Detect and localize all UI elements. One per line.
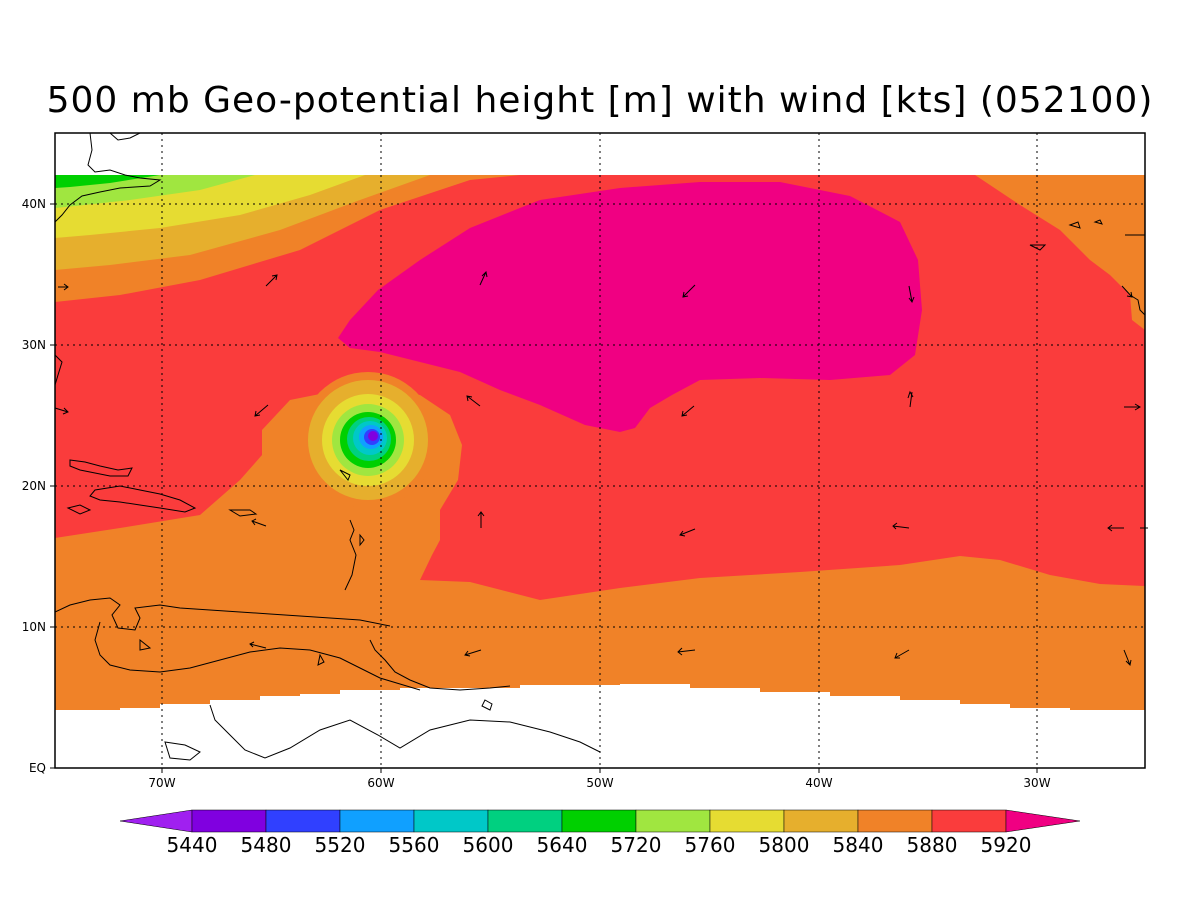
wind-arrow: [894, 649, 910, 659]
wind-arrow: [681, 405, 695, 417]
colorbar-swatch: [339, 809, 415, 833]
wind-arrow: [892, 522, 910, 530]
lat-labels: EQ 10N 20N 30N 40N: [22, 197, 46, 775]
colorbar-swatch: [783, 809, 859, 833]
colorbar-label: 5600: [463, 833, 514, 857]
wind-arrow: [251, 518, 267, 527]
colorbar-swatch: [191, 809, 267, 833]
contour-5640: [55, 175, 160, 188]
wind-arrow: [466, 395, 481, 407]
lat-ticks: [50, 203, 1038, 773]
colorbar-label: 5560: [389, 833, 440, 857]
colorbar-label: 5520: [315, 833, 366, 857]
colorbar-swatch: [635, 809, 711, 833]
wind-arrow: [479, 270, 488, 286]
colorbar-label: 5640: [537, 833, 588, 857]
colorbar-swatch: [931, 809, 1007, 833]
wind-arrow: [58, 283, 69, 291]
wind-arrow: [908, 285, 915, 304]
lon-labels: 70W 60W 50W 40W 30W: [148, 776, 1050, 790]
contour-5920: [338, 182, 922, 432]
wind-arrow: [254, 404, 269, 417]
colorbar-swatch: [487, 809, 563, 833]
lon-label: 60W: [367, 776, 394, 790]
wind-vectors: [54, 270, 1148, 667]
colorbar-swatch: [709, 809, 785, 833]
lon-label: 40W: [805, 776, 832, 790]
colorbar-label: 5800: [759, 833, 810, 857]
colorbar-labels: 5440 5480 5520 5560 5600 5640 5720 5760 …: [167, 833, 1032, 857]
wind-arrow: [1124, 403, 1141, 411]
colorbar-label: 5720: [611, 833, 662, 857]
colorbar-label: 5920: [981, 833, 1032, 857]
colorbar-label: 5760: [685, 833, 736, 857]
colorbar: [119, 809, 1081, 833]
colorbar-label: 5840: [833, 833, 884, 857]
colorbar-swatch: [857, 809, 933, 833]
colorbar-swatch: [413, 809, 489, 833]
wind-arrow: [249, 641, 267, 649]
wind-arrow: [679, 528, 696, 537]
low-5440: [368, 431, 378, 441]
wind-arrow: [464, 649, 482, 657]
filled-contours: [55, 175, 1145, 768]
lat-label: 40N: [22, 197, 46, 211]
wind-arrow: [682, 284, 696, 298]
colorbar-arrow-low: [119, 809, 193, 833]
wind-arrow: [1121, 285, 1133, 298]
wind-arrow: [265, 274, 278, 287]
wind-arrow: [677, 647, 696, 656]
colorbar-arrow-high: [1005, 809, 1081, 833]
contour-5840-northeast: [975, 175, 1145, 330]
colorbar-label: 5480: [241, 833, 292, 857]
coastlines: [55, 133, 1145, 761]
lat-label: EQ: [29, 761, 46, 775]
gridlines: [55, 133, 1145, 768]
colorbar-label: 5440: [167, 833, 218, 857]
map-title: 500 mb Geo-potential height [m] with win…: [46, 80, 1154, 121]
lon-label: 70W: [148, 776, 175, 790]
colorbar-swatch: [561, 809, 637, 833]
wind-arrow: [1107, 524, 1124, 532]
colorbar-label: 5880: [907, 833, 958, 857]
lon-label: 50W: [586, 776, 613, 790]
wind-arrow: [477, 511, 485, 528]
colorbar-swatch: [265, 809, 341, 833]
missing-data-south: [55, 684, 1145, 768]
wind-arrow: [907, 390, 914, 408]
lat-label: 20N: [22, 479, 46, 493]
wind-arrow: [1123, 649, 1132, 667]
wind-arrow: [54, 407, 69, 415]
lon-label: 30W: [1023, 776, 1050, 790]
lat-label: 30N: [22, 338, 46, 352]
lat-label: 10N: [22, 620, 46, 634]
